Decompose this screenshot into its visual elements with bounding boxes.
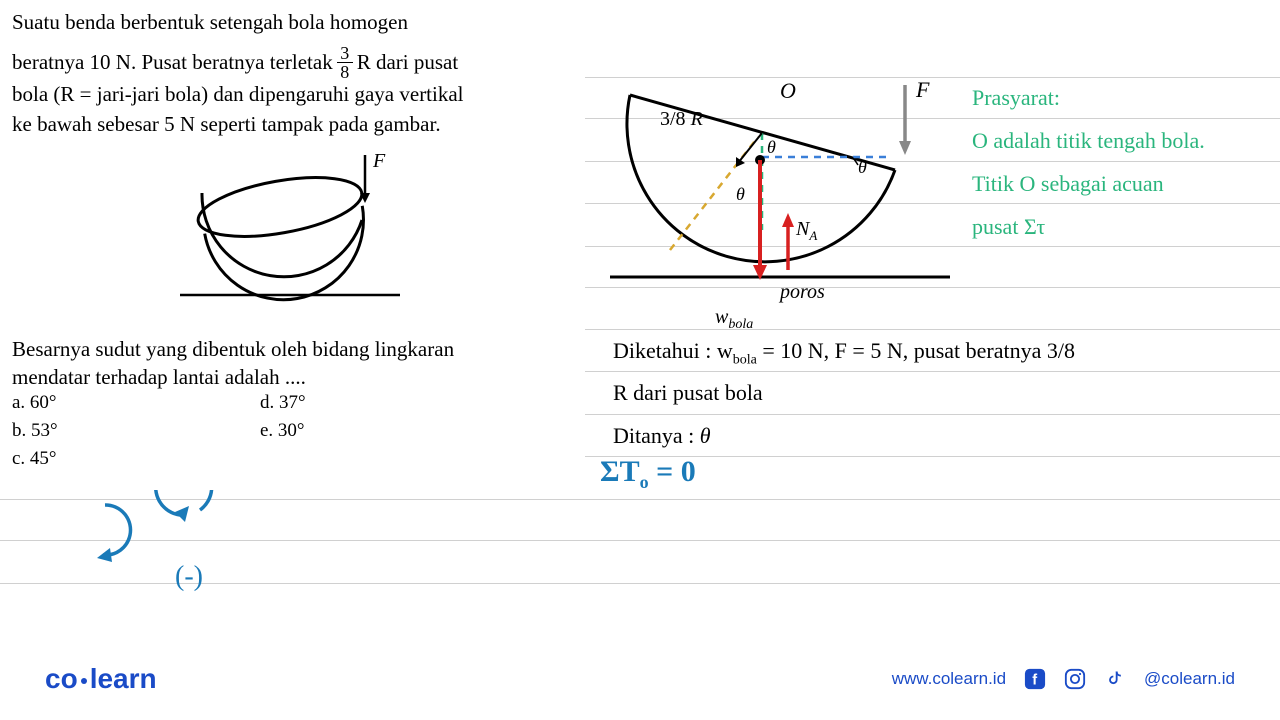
diketahui-line1: Diketahui : wbola = 10 N, F = 5 N, pusat… bbox=[613, 338, 1075, 368]
eq-rest: = 0 bbox=[649, 455, 696, 488]
problem-line1: Suatu benda berbentuk setengah bola homo… bbox=[12, 8, 408, 37]
problem-line4: ke bawah sebesar 5 N seperti tampak pada… bbox=[12, 110, 441, 139]
footer: colearn www.colearn.id f @colearn.id bbox=[0, 663, 1280, 695]
svg-text:F: F bbox=[372, 150, 386, 172]
svg-text:NA: NA bbox=[795, 218, 817, 243]
question-line1: Besarnya sudut yang dibentuk oleh bidang… bbox=[12, 335, 454, 364]
problem-line2b: R dari pusat bbox=[357, 48, 458, 77]
logo-learn: learn bbox=[90, 663, 157, 694]
rotation-arrows: (-) bbox=[85, 490, 265, 600]
prasyarat-l1: O adalah titik tengah bola. bbox=[972, 128, 1205, 154]
svg-text:O: O bbox=[780, 78, 796, 103]
footer-right: www.colearn.id f @colearn.id bbox=[892, 668, 1235, 690]
instagram-icon bbox=[1064, 668, 1086, 690]
ditanya: Ditanya : θ bbox=[613, 423, 711, 449]
problem-figure: F bbox=[160, 145, 420, 310]
diketahui-1b: bola bbox=[733, 352, 757, 367]
svg-text:(-): (-) bbox=[175, 561, 203, 592]
problem-line2: beratnya 10 N. Pusat beratnya terletak 3… bbox=[12, 44, 458, 81]
analysis-diagram: O F 3/8 R θ θ θ NA poros wbola bbox=[600, 55, 960, 335]
diketahui-1c: = 10 N, F = 5 N, pusat beratnya 3/8 bbox=[757, 338, 1075, 363]
svg-text:f: f bbox=[1032, 673, 1037, 689]
option-c: c. 45° bbox=[12, 448, 57, 470]
svg-text:3/8 R: 3/8 R bbox=[660, 108, 703, 130]
prasyarat-l3: pusat Στ bbox=[972, 214, 1045, 240]
option-e: e. 30° bbox=[260, 420, 305, 442]
svg-text:F: F bbox=[915, 77, 930, 102]
eq-main: ΣT bbox=[600, 455, 640, 488]
facebook-icon: f bbox=[1024, 668, 1046, 690]
frac-den: 8 bbox=[340, 63, 349, 81]
equation-sigma-tau: ΣTo = 0 bbox=[600, 455, 696, 493]
question-line2: mendatar terhadap lantai adalah .... bbox=[12, 363, 306, 392]
option-b: b. 53° bbox=[12, 420, 58, 442]
prasyarat-l2: Titik O sebagai acuan bbox=[972, 171, 1164, 197]
prasyarat-title: Prasyarat: bbox=[972, 85, 1060, 111]
brand-logo: colearn bbox=[45, 663, 157, 695]
tiktok-icon bbox=[1104, 668, 1126, 690]
svg-text:poros: poros bbox=[778, 281, 825, 303]
svg-text:θ: θ bbox=[736, 184, 745, 204]
eq-sub: o bbox=[640, 472, 649, 492]
problem-line3: bola (R = jari-jari bola) dan dipengaruh… bbox=[12, 80, 464, 109]
footer-handle: @colearn.id bbox=[1144, 669, 1235, 689]
frac-num: 3 bbox=[340, 44, 349, 62]
diketahui-line2: R dari pusat bola bbox=[613, 380, 763, 406]
svg-text:θ: θ bbox=[858, 157, 867, 177]
footer-url: www.colearn.id bbox=[892, 669, 1006, 689]
option-a: a. 60° bbox=[12, 392, 57, 414]
svg-text:θ: θ bbox=[767, 137, 776, 157]
problem-line2a: beratnya 10 N. Pusat beratnya terletak bbox=[12, 48, 333, 77]
option-d: d. 37° bbox=[260, 392, 306, 414]
logo-co: co bbox=[45, 663, 78, 694]
diketahui-1a: Diketahui : w bbox=[613, 338, 733, 363]
svg-text:wbola: wbola bbox=[715, 306, 753, 332]
